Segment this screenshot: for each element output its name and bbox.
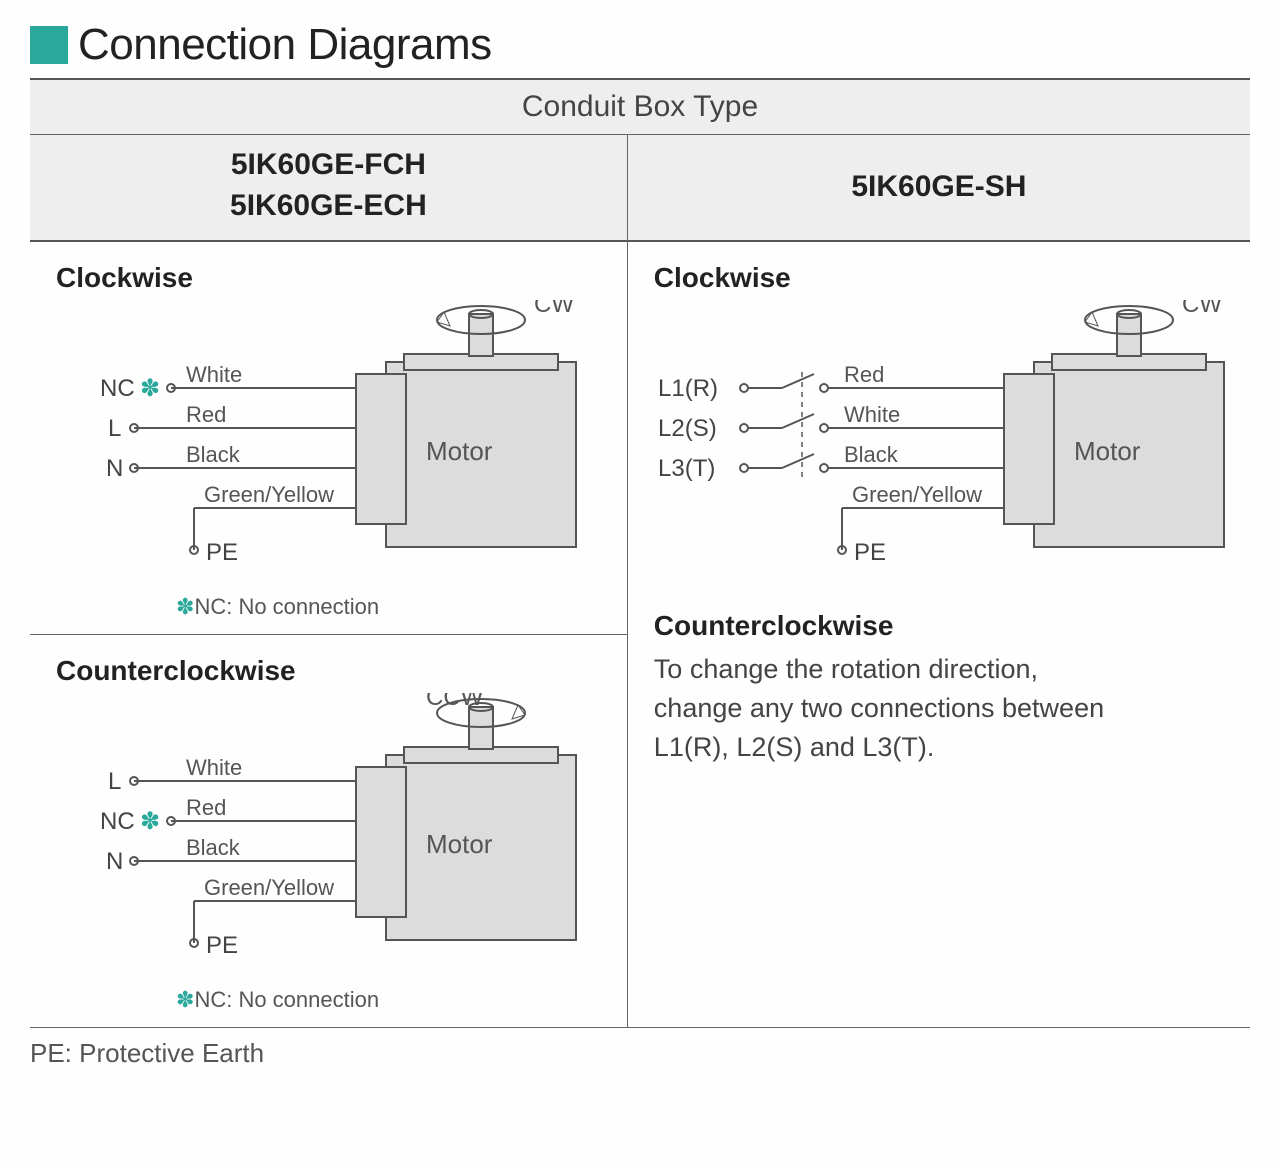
ccw-note-line: L1(R), L2(S) and L3(T). [654,728,1230,767]
terminal-l: L [108,415,121,442]
ccw-note-line: To change the rotation direction, [654,650,1230,689]
terminal-l3: L3(T) [658,455,715,482]
wire-white: White [186,755,242,780]
model-label: 5IK60GE-ECH [30,186,627,227]
ccw-note-line: change any two connections between [654,689,1230,728]
main-title: Connection Diagrams [78,20,492,70]
diagram-svg: CCW White L Red NC ✽ Black N [56,693,616,983]
terminal-l1: L1(R) [658,375,718,402]
ccw-instruction: To change the rotation direction, change… [654,650,1230,767]
two-column-row: 5IK60GE-FCH 5IK60GE-ECH Clockwise [30,135,1250,1027]
direction-label-cw: Clockwise [654,262,1230,294]
diagram-table: Conduit Box Type 5IK60GE-FCH 5IK60GE-ECH… [30,78,1250,1028]
title-row: Connection Diagrams [30,20,1250,70]
nc-star: ✽ [140,375,160,402]
motor-label: Motor [426,829,493,859]
diagram-cw-single-phase: CW White NC ✽ Red L Black [56,300,607,590]
nc-footnote: ✽NC: No connection [176,987,607,1013]
pe-footnote: PE: Protective Earth [30,1028,1250,1069]
wire-gy: Green/Yellow [204,482,334,507]
diagram-ccw-single-phase: CCW White L Red NC ✽ Black N [56,693,607,983]
nc-star: ✽ [140,808,160,835]
table-header-conduit: Conduit Box Type [30,80,1250,135]
wire-black: Black [844,442,899,467]
left-ccw-cell: Counterclockwise CCW White [30,635,627,1027]
diagram-svg: CW L1(R) Red [654,300,1254,590]
wire-gy: Green/Yellow [852,482,982,507]
model-label: 5IK60GE-FCH [30,145,627,186]
left-column: 5IK60GE-FCH 5IK60GE-ECH Clockwise [30,135,628,1027]
motor-label: Motor [1074,436,1141,466]
wire-red: Red [186,402,226,427]
wire-red: Red [844,362,884,387]
diagram-svg: CW White NC ✽ Red L Black [56,300,616,590]
cw-short-label: CW [1182,300,1222,318]
pe-label: PE [854,539,886,566]
ccw-short-label: CCW [426,693,484,711]
wire-black: Black [186,442,241,467]
wire-white: White [844,402,900,427]
terminal-n: N [106,848,123,875]
right-clockwise-cell: Clockwise CW [628,242,1250,781]
nc-label: NC [100,808,135,835]
model-label: 5IK60GE-SH [628,167,1250,208]
wire-gy: Green/Yellow [204,875,334,900]
nc-footnote: ✽NC: No connection [176,594,607,620]
nc-label: NC [100,375,135,402]
right-column: 5IK60GE-SH Clockwise CW [628,135,1250,1027]
direction-label-cw: Clockwise [56,262,607,294]
title-marker [30,26,68,64]
pe-label: PE [206,539,238,566]
cw-short-label: CW [534,300,574,318]
motor-label: Motor [426,436,493,466]
left-clockwise-cell: Clockwise CW [30,242,627,635]
wire-black: Black [186,835,241,860]
pe-label: PE [206,932,238,959]
wire-white: White [186,362,242,387]
right-model-header: 5IK60GE-SH [628,135,1250,242]
left-model-header: 5IK60GE-FCH 5IK60GE-ECH [30,135,627,242]
terminal-l2: L2(S) [658,415,717,442]
terminal-l: L [108,768,121,795]
direction-label-ccw: Counterclockwise [56,655,607,687]
wire-red: Red [186,795,226,820]
terminal-n: N [106,455,123,482]
diagram-cw-three-phase: CW L1(R) Red [654,300,1230,590]
direction-label-ccw: Counterclockwise [654,610,1230,642]
